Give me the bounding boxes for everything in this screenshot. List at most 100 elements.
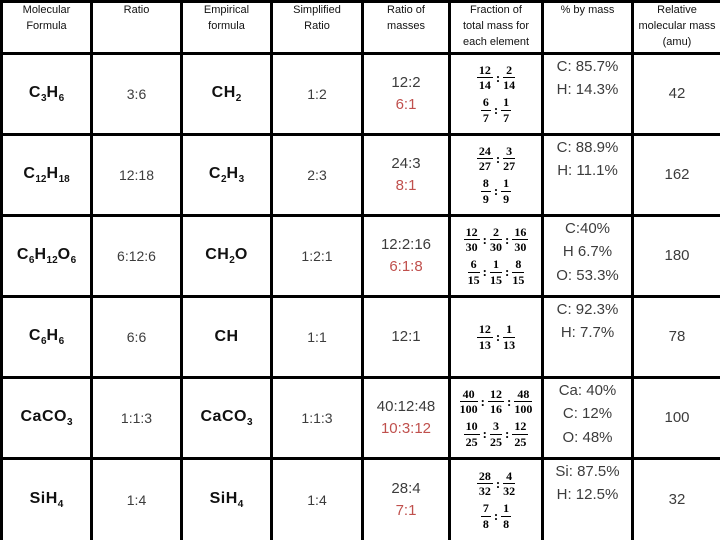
mass-ratio-value: 12:1 xyxy=(391,328,421,345)
mass-fraction-line: 24 27:3 27 xyxy=(453,145,540,173)
percent-by-mass-line: C: 92.3% xyxy=(556,301,619,318)
empirical-formula-cell: CaCO3 xyxy=(180,376,273,460)
relative-molecular-mass-value: 100 xyxy=(664,409,690,426)
column-header-line: total mass for xyxy=(462,19,530,32)
fraction-numerator: 1 xyxy=(501,176,512,192)
mass-ratio-simplified-value: 6:1:8 xyxy=(389,258,423,275)
fraction-separator: : xyxy=(495,329,501,344)
molecular-formula-cell: C3H6 xyxy=(0,52,93,136)
fraction: 12 30 xyxy=(463,224,480,255)
fraction: 4 32 xyxy=(503,470,516,498)
fraction-denominator: 30 xyxy=(465,240,478,255)
column-header-line: Ratio xyxy=(304,19,330,32)
empirical-formula-cell: CH2 xyxy=(180,52,273,136)
percent-by-mass-line: Ca: 40% xyxy=(558,382,617,399)
fraction-denominator: 7 xyxy=(503,110,510,125)
empirical-formula: CH2 xyxy=(211,84,242,104)
fraction-numerator: 12 xyxy=(512,419,529,435)
column-header-relative-molecular-mass: Relative molecular mass (amu) xyxy=(631,0,720,55)
relative-molecular-mass-cell: 42 xyxy=(631,52,720,136)
molecular-formula: SiH4 xyxy=(29,490,64,510)
fraction-numerator: 6 xyxy=(480,95,491,111)
fraction-numerator: 1 xyxy=(503,323,516,338)
fraction-denominator: 15 xyxy=(512,272,525,287)
mass-fraction-cell: 12 30:2 30:16 30 6 15:1 15:8 15 xyxy=(448,214,544,298)
fraction: 10 25 xyxy=(463,419,480,448)
percent-by-mass-cell: Si: 87.5% H: 12.5% xyxy=(541,457,634,540)
fraction-numerator: 10 xyxy=(463,419,480,435)
molecular-formula-cell: CaCO3 xyxy=(0,376,93,460)
mass-fraction-cell: 28 32:4 32 7 8:1 8 xyxy=(448,457,544,540)
fraction-numerator: 12 xyxy=(463,224,480,241)
fraction: 48 100 xyxy=(514,388,533,416)
mass-fraction-line: 12 14:2 14 xyxy=(453,64,540,93)
fraction: 12 16 xyxy=(488,388,504,416)
column-header-line: molecular mass xyxy=(638,19,716,32)
relative-molecular-mass-cell: 32 xyxy=(631,457,720,540)
fraction-separator: : xyxy=(493,183,499,199)
percent-by-mass-cell: C: 85.7% H: 14.3% xyxy=(541,52,634,136)
column-header-line: masses xyxy=(387,19,425,32)
column-header-line: Formula xyxy=(26,19,67,32)
fraction: 12 25 xyxy=(512,419,529,448)
mass-fraction-cell: 12 13:1 13 xyxy=(448,295,544,379)
fraction-numerator: 48 xyxy=(514,388,533,403)
ratio-cell: 6:12:6 xyxy=(90,214,183,298)
fraction-numerator: 1 xyxy=(501,95,512,111)
mass-fraction-line: 12 30:2 30:16 30 xyxy=(453,224,540,255)
mass-ratio-value: 24:3 xyxy=(391,155,421,172)
fraction: 28 32 xyxy=(476,470,493,498)
mass-ratio-simplified-value: 8:1 xyxy=(395,177,417,194)
table-row: C6H12O6 6:12:6 CH2O 1:2:1 12:2:16 6:1:8 12 30:2… xyxy=(0,214,720,298)
fraction-numerator: 8 xyxy=(480,176,491,192)
molecular-formula: C6H6 xyxy=(28,327,65,347)
mass-ratio-value: 28:4 xyxy=(391,480,421,497)
relative-molecular-mass-value: 180 xyxy=(664,247,690,264)
empirical-formula-cell: C2H3 xyxy=(180,133,273,217)
ratio-of-masses-cell: 12:1 xyxy=(361,295,451,379)
table-row: SiH4 1:4 SiH4 1:4 28:4 7:1 28 32:4 32 7 8:1 8 Si: 87… xyxy=(0,457,720,540)
fraction-separator: : xyxy=(505,426,510,442)
fraction: 3 25 xyxy=(490,420,502,448)
molecular-formula: C12H18 xyxy=(23,165,70,185)
percent-by-mass-line: Si: 87.5% xyxy=(555,463,620,480)
mass-ratio-simplified-value: 10:3:12 xyxy=(380,420,432,437)
fraction-numerator: 3 xyxy=(490,420,502,435)
relative-molecular-mass-value: 32 xyxy=(668,491,686,508)
fraction-denominator: 30 xyxy=(514,240,527,255)
percent-by-mass-line: O: 48% xyxy=(562,428,613,446)
fraction-denominator: 14 xyxy=(478,78,491,93)
empirical-formula: CH2O xyxy=(205,246,248,266)
empirical-formula: C2H3 xyxy=(208,165,245,185)
percent-by-mass-line: H: 14.3% xyxy=(556,81,619,99)
table-row: CaCO3 1:1:3 CaCO3 1:1:3 40:12:48 10:3:12 40 100… xyxy=(0,376,720,460)
column-header-line: % by mass xyxy=(560,4,615,17)
relative-molecular-mass-value: 78 xyxy=(668,328,686,345)
column-header-ratio: Ratio xyxy=(90,0,183,55)
percent-by-mass-line: C:40% xyxy=(564,220,611,237)
fraction-separator: : xyxy=(495,475,501,491)
percent-by-mass-line: O: 53.3% xyxy=(556,266,619,284)
simplified-ratio-cell: 1:2:1 xyxy=(270,214,364,298)
mass-ratio-value: 40:12:48 xyxy=(376,398,436,415)
mass-fraction-line: 40 100:12 16:48 100 xyxy=(453,388,540,416)
mass-fraction-line: 6 15:1 15:8 15 xyxy=(453,258,540,287)
simplified-ratio-cell: 2:3 xyxy=(270,133,364,217)
column-header-line: Fraction of xyxy=(470,4,522,17)
fraction: 1 13 xyxy=(503,323,516,351)
mass-ratio-simplified-value: 6:1 xyxy=(395,96,417,113)
column-header-line: Ratio xyxy=(123,4,150,17)
fraction-numerator: 40 xyxy=(459,388,478,403)
percent-by-mass-cell: C: 88.9% H: 11.1% xyxy=(541,133,634,217)
table-row: C6H6 6:6 CH 1:1 12:1 12 13:1 13 C: 92.3% H: 7.7% 7… xyxy=(0,295,720,379)
column-header-line: Ratio of xyxy=(387,4,425,17)
column-header-mass-fraction: Fraction of total mass for each element xyxy=(448,0,544,55)
fraction: 1 15 xyxy=(490,258,502,286)
